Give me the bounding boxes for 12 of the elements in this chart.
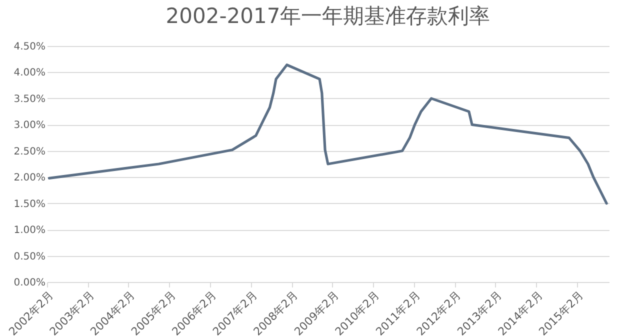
y-tick-label: 2.00% xyxy=(14,172,46,184)
y-tick-label: 2.50% xyxy=(14,146,46,158)
y-tick-label: 1.00% xyxy=(14,225,46,236)
y-tick-label: 1.50% xyxy=(14,198,46,210)
y-tick-label: 4.00% xyxy=(14,68,46,79)
y-tick-label: 4.50% xyxy=(14,42,46,52)
y-tick-label: 3.00% xyxy=(14,120,46,132)
y-tick-label: 3.50% xyxy=(14,94,46,105)
y-tick-label: 0.50% xyxy=(14,251,46,262)
y-tick-label: 0.00% xyxy=(14,278,46,288)
chart-title: 2002-2017年一年期基准存款利率 xyxy=(166,4,490,28)
line-series xyxy=(48,64,608,205)
